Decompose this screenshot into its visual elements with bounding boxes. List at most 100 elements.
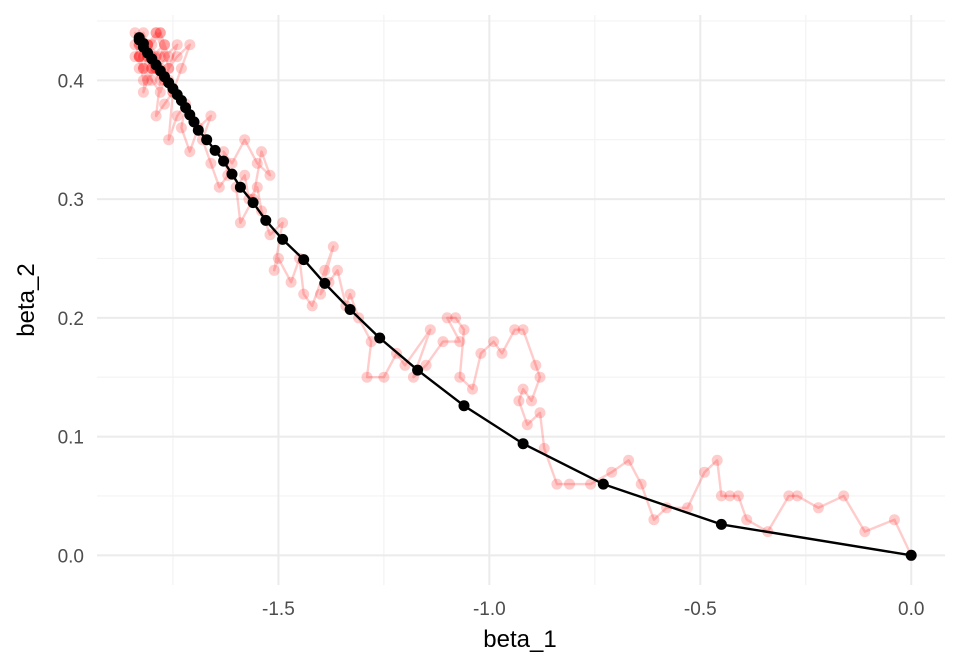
data-point	[859, 526, 871, 538]
data-point	[437, 336, 449, 348]
data-point	[458, 400, 470, 412]
data-point	[711, 454, 723, 466]
data-point	[268, 264, 280, 276]
data-point	[159, 39, 170, 51]
data-point	[298, 288, 310, 300]
data-point	[264, 169, 276, 181]
data-point	[226, 157, 238, 169]
data-point	[682, 502, 694, 514]
data-point	[137, 74, 149, 86]
data-point	[234, 217, 246, 229]
red-series	[129, 27, 917, 561]
data-point	[256, 146, 267, 158]
data-point	[724, 490, 736, 502]
data-point	[888, 514, 900, 526]
data-point	[319, 264, 331, 276]
data-point	[218, 146, 230, 158]
black-series	[133, 32, 917, 561]
x-tick-label: -1.5	[262, 599, 295, 620]
data-point	[526, 395, 537, 407]
data-point	[378, 371, 390, 383]
data-point	[783, 490, 795, 502]
data-point	[517, 324, 529, 336]
data-point	[344, 288, 356, 300]
data-point	[150, 110, 162, 122]
data-point	[205, 110, 217, 122]
data-point	[530, 359, 542, 371]
data-point	[648, 514, 660, 526]
data-point	[715, 518, 727, 530]
data-point	[534, 371, 546, 383]
data-point	[791, 490, 803, 502]
data-point	[146, 74, 158, 86]
data-point	[264, 229, 276, 241]
data-point	[513, 395, 525, 407]
data-point	[175, 62, 187, 74]
data-point	[201, 134, 213, 146]
y-tick-label: 0.1	[58, 428, 84, 449]
data-point	[285, 276, 297, 288]
data-point	[812, 502, 824, 514]
data-point	[424, 324, 436, 336]
data-point	[154, 86, 166, 98]
data-point	[585, 478, 597, 490]
data-point	[699, 466, 710, 478]
data-point	[488, 336, 500, 348]
data-point	[163, 62, 175, 74]
data-point	[327, 241, 339, 253]
data-point	[623, 454, 635, 466]
data-point	[163, 62, 175, 74]
data-point	[521, 419, 533, 431]
data-point	[277, 217, 289, 229]
data-point	[133, 51, 145, 63]
data-point	[458, 324, 470, 336]
data-point	[564, 478, 575, 490]
data-point	[475, 347, 487, 359]
data-point	[260, 214, 272, 226]
data-point	[256, 205, 267, 217]
y-tick-label: 0.2	[58, 309, 84, 330]
data-point	[205, 157, 217, 169]
data-point	[150, 27, 162, 39]
data-point	[741, 514, 753, 526]
data-point	[129, 51, 141, 63]
x-tick-label: -1.0	[473, 599, 506, 620]
data-point	[517, 383, 529, 395]
data-point	[277, 233, 289, 245]
data-point	[184, 39, 196, 51]
data-point	[175, 122, 187, 134]
data-point	[239, 134, 251, 146]
data-point	[137, 86, 149, 98]
data-point	[450, 312, 462, 324]
data-point	[133, 62, 145, 74]
data-point	[159, 98, 170, 110]
data-point	[344, 304, 356, 315]
data-point	[732, 490, 744, 502]
x-tick-label: 0.0	[898, 599, 924, 620]
data-point	[142, 74, 154, 86]
data-point	[315, 288, 327, 300]
data-point	[137, 62, 149, 74]
data-point	[146, 39, 158, 51]
data-point	[298, 254, 310, 266]
data-point	[192, 124, 204, 136]
data-point	[496, 347, 508, 359]
data-point	[213, 181, 225, 193]
data-point	[905, 549, 917, 561]
data-point	[251, 157, 263, 169]
data-point	[332, 264, 343, 276]
data-point	[272, 252, 284, 264]
data-point	[163, 134, 175, 146]
data-point	[365, 336, 377, 348]
data-point	[454, 336, 466, 348]
data-point	[319, 277, 331, 289]
data-point	[517, 438, 529, 450]
data-point	[635, 478, 647, 490]
series-line	[137, 37, 912, 557]
data-point	[361, 371, 373, 383]
data-point	[184, 146, 196, 158]
y-axis-title: beta_2	[13, 263, 40, 336]
data-point	[454, 371, 466, 383]
